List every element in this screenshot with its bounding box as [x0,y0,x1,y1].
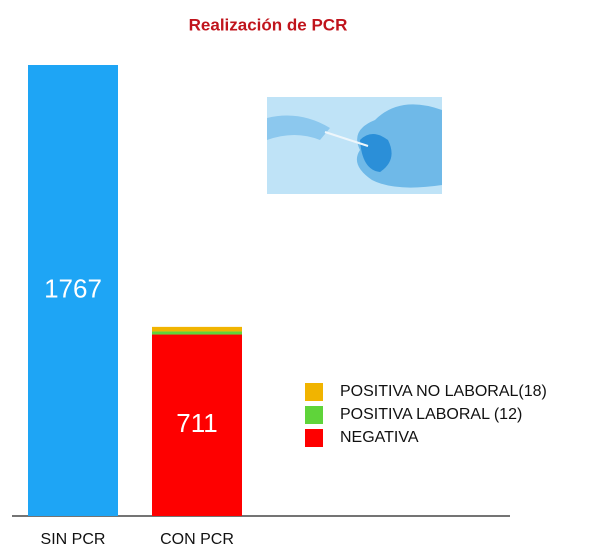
legend-swatch [305,383,323,401]
x-tick-label: SIN PCR [41,531,106,548]
legend-label: POSITIVA NO LABORAL(18) [340,383,547,400]
bar-segment [152,327,242,332]
chart: Realización de PCR SIN PCR 1767 CON PCR 711… [0,0,614,549]
illustration [267,97,442,194]
legend-swatch [305,406,323,424]
chart-title: Realización de PCR [189,15,348,34]
legend-label: NEGATIVA [340,429,419,446]
x-tick-label: CON PCR [160,531,234,548]
bar-segment [152,331,242,334]
data-label: 711 [176,408,217,438]
data-label: 1767 [44,273,102,303]
legend-label: POSITIVA LABORAL (12) [340,406,522,423]
legend-swatch [305,429,323,447]
